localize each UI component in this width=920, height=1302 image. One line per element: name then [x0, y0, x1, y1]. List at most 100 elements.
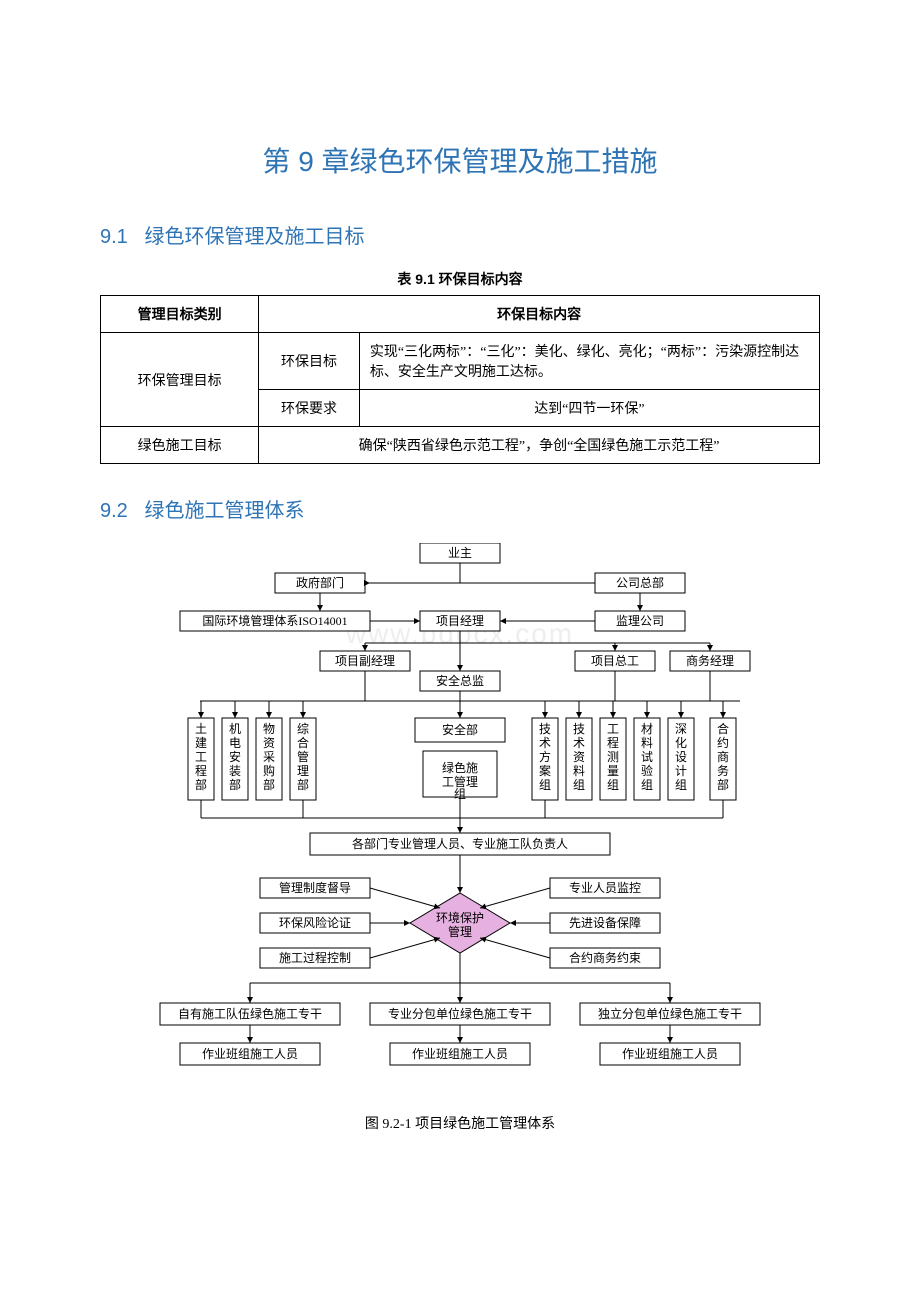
- bottom-2: 专业分包单位绿色施工专干: [388, 1006, 532, 1021]
- cell-goal-content: 实现“三化两标”：“三化”：美化、绿化、亮化；“两标”：污染源控制达标、安全生产…: [359, 333, 819, 390]
- section-num: 9.2: [100, 500, 128, 522]
- svg-text:技: 技: [573, 722, 585, 736]
- svg-text:资: 资: [263, 736, 275, 750]
- svg-text:料: 料: [641, 736, 653, 750]
- cell-req-content: 达到“四节一环保”: [359, 390, 819, 427]
- node-owner: 业主: [448, 546, 472, 560]
- leftctrl-2: 环保风险论证: [279, 915, 351, 930]
- svg-text:组: 组: [573, 778, 585, 792]
- cell-green-content: 确保“陕西省绿色示范工程”，争创“全国绿色施工示范工程”: [259, 427, 820, 464]
- last-3: 作业班组施工人员: [622, 1047, 718, 1061]
- svg-text:安: 安: [229, 749, 241, 764]
- node-supervise: 监理公司: [616, 614, 664, 628]
- bottom-3: 独立分包单位绿色施工专干: [598, 1006, 742, 1021]
- svg-text:约: 约: [717, 735, 729, 750]
- node-green1: 绿色施: [442, 760, 478, 775]
- svg-text:案: 案: [539, 763, 551, 778]
- svg-text:机: 机: [229, 722, 241, 736]
- node-safetydir: 安全总监: [436, 673, 484, 688]
- svg-text:术: 术: [539, 736, 551, 750]
- node-all-staff: 各部门专业管理人员、专业施工队负责人: [352, 836, 568, 851]
- svg-text:理: 理: [297, 764, 309, 778]
- svg-text:购: 购: [263, 763, 275, 778]
- table-row: 绿色施工目标 确保“陕西省绿色示范工程”，争创“全国绿色施工示范工程”: [101, 427, 820, 464]
- svg-text:组: 组: [641, 778, 653, 792]
- table-caption: 表 9.1 环保目标内容: [100, 269, 820, 289]
- col-category: 管理目标类别: [101, 296, 259, 333]
- svg-text:测: 测: [607, 750, 619, 764]
- svg-text:工: 工: [195, 750, 207, 764]
- goals-table: 管理目标类别 环保目标内容 环保管理目标 环保目标 实现“三化两标”：“三化”：…: [100, 295, 820, 464]
- section-label: 绿色施工管理体系: [144, 500, 304, 522]
- svg-text:验: 验: [641, 763, 653, 778]
- section-9-2-title: 9.2 绿色施工管理体系: [100, 494, 820, 523]
- svg-text:深: 深: [675, 722, 687, 736]
- svg-text:电: 电: [229, 736, 241, 750]
- node-chief: 项目总工: [591, 654, 639, 668]
- node-safety-dept: 安全部: [442, 722, 478, 737]
- svg-text:组: 组: [539, 778, 551, 792]
- figure-caption: 图 9.2-1 项目绿色施工管理体系: [100, 1113, 820, 1133]
- svg-text:试: 试: [641, 749, 653, 764]
- svg-text:程: 程: [607, 735, 619, 750]
- svg-text:资: 资: [573, 750, 585, 764]
- rightctrl-2: 先进设备保障: [569, 915, 641, 930]
- table-header-row: 管理目标类别 环保目标内容: [101, 296, 820, 333]
- rightctrl-1: 专业人员监控: [569, 880, 641, 895]
- last-1: 作业班组施工人员: [202, 1047, 298, 1061]
- svg-text:管: 管: [297, 749, 309, 764]
- svg-text:术: 术: [573, 736, 585, 750]
- svg-text:部: 部: [717, 777, 729, 792]
- svg-text:合: 合: [297, 735, 309, 750]
- cell-cat-env: 环保管理目标: [101, 333, 259, 427]
- svg-text:装: 装: [229, 764, 241, 778]
- node-biz: 商务经理: [686, 653, 734, 668]
- rightctrl-3: 合约商务约束: [569, 950, 641, 965]
- svg-text:土: 土: [195, 722, 207, 736]
- chapter-title: 第 9 章绿色环保管理及施工措施: [100, 140, 820, 180]
- svg-text:商: 商: [717, 749, 729, 764]
- svg-text:组: 组: [675, 778, 687, 792]
- svg-text:设: 设: [675, 750, 687, 764]
- cell-sub-req: 环保要求: [259, 390, 360, 427]
- svg-text:技: 技: [539, 722, 551, 736]
- svg-text:建: 建: [195, 736, 207, 750]
- svg-text:部: 部: [263, 777, 275, 792]
- diamond-l1: 环境保护: [436, 910, 484, 925]
- node-iso: 国际环境管理体系ISO14001: [202, 613, 347, 628]
- svg-text:采: 采: [263, 750, 275, 764]
- col-content: 环保目标内容: [259, 296, 820, 333]
- svg-text:部: 部: [297, 777, 309, 792]
- bottom-1: 自有施工队伍绿色施工专干: [178, 1006, 322, 1021]
- svg-text:综: 综: [297, 722, 309, 736]
- svg-text:量: 量: [607, 764, 619, 778]
- svg-text:物: 物: [263, 722, 275, 736]
- node-gov: 政府部门: [296, 575, 344, 590]
- node-deputy: 项目副经理: [335, 654, 395, 668]
- svg-text:组: 组: [607, 778, 619, 792]
- node-pm: 项目经理: [436, 614, 484, 628]
- svg-text:部: 部: [195, 777, 207, 792]
- svg-text:部: 部: [229, 777, 241, 792]
- svg-text:材: 材: [641, 722, 653, 736]
- cell-sub-goal: 环保目标: [259, 333, 360, 390]
- diamond-l2: 管理: [448, 924, 472, 939]
- svg-text:程: 程: [195, 763, 207, 778]
- node-hq: 公司总部: [616, 575, 664, 590]
- table-row: 环保管理目标 环保目标 实现“三化两标”：“三化”：美化、绿化、亮化；“两标”：…: [101, 333, 820, 390]
- leftctrl-1: 管理制度督导: [279, 880, 351, 895]
- section-9-1-title: 9.1 绿色环保管理及施工目标: [100, 220, 820, 249]
- leftctrl-3: 施工过程控制: [279, 950, 351, 965]
- last-2: 作业班组施工人员: [412, 1047, 508, 1061]
- section-num: 9.1: [100, 226, 128, 248]
- svg-text:合: 合: [717, 721, 729, 736]
- svg-text:化: 化: [675, 736, 687, 750]
- svg-text:务: 务: [717, 763, 729, 778]
- section-label: 绿色环保管理及施工目标: [144, 226, 364, 248]
- org-chart: www.bdocx.com 业主 政府部门 公司总部 国际环境管理体系ISO14…: [140, 543, 780, 1103]
- svg-text:方: 方: [539, 749, 551, 764]
- cell-cat-green: 绿色施工目标: [101, 427, 259, 464]
- svg-text:工: 工: [607, 722, 619, 736]
- svg-text:计: 计: [675, 764, 687, 778]
- svg-text:料: 料: [573, 764, 585, 778]
